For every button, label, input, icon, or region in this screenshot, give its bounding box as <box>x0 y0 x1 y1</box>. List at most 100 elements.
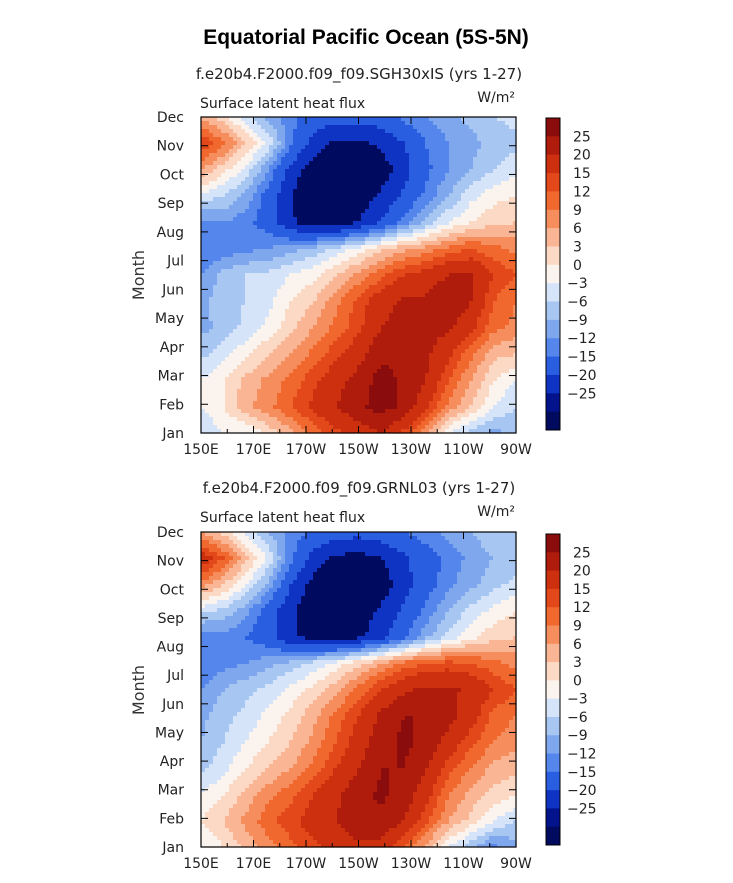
heatmap-cell <box>281 185 286 190</box>
heatmap-cell <box>321 153 326 158</box>
heatmap-cell <box>489 341 494 346</box>
heatmap-cell <box>461 337 466 342</box>
heatmap-cell <box>425 225 430 230</box>
heatmap-cell <box>405 293 410 298</box>
heatmap-cell <box>209 257 214 262</box>
heatmap-cell <box>201 241 206 246</box>
heatmap-cell <box>337 141 342 146</box>
heatmap-cell <box>381 257 386 262</box>
heatmap-cell <box>349 177 354 182</box>
heatmap-cell <box>425 329 430 334</box>
heatmap-cell <box>253 133 258 138</box>
heatmap-cell <box>241 337 246 342</box>
heatmap-cell <box>445 317 450 322</box>
heatmap-cell <box>429 329 434 334</box>
heatmap-cell <box>425 357 430 362</box>
heatmap-cell <box>373 177 378 182</box>
heatmap-cell <box>221 265 226 270</box>
heatmap-cell <box>457 205 462 210</box>
heatmap-cell <box>393 341 398 346</box>
heatmap-cell <box>397 361 402 366</box>
heatmap-cell <box>385 361 390 366</box>
heatmap-cell <box>453 217 458 222</box>
heatmap-cell <box>245 201 250 206</box>
heatmap-cell <box>389 189 394 194</box>
heatmap-cell <box>469 353 474 358</box>
heatmap-cell <box>413 133 418 138</box>
heatmap-cell <box>369 261 374 266</box>
heatmap-cell <box>305 325 310 330</box>
heatmap-cell <box>477 313 482 318</box>
heatmap-cell <box>397 205 402 210</box>
heatmap-cell <box>397 357 402 362</box>
heatmap-cell <box>501 289 506 294</box>
heatmap-cell <box>425 205 430 210</box>
heatmap-cell <box>285 225 290 230</box>
heatmap-cell <box>389 241 394 246</box>
heatmap-cell <box>281 269 286 274</box>
heatmap-cell <box>329 233 334 238</box>
heatmap-cell <box>305 205 310 210</box>
heatmap-cell <box>241 257 246 262</box>
heatmap-cell <box>385 117 390 122</box>
heatmap-cell <box>277 221 282 226</box>
heatmap-cell <box>321 293 326 298</box>
heatmap-cell <box>269 309 274 314</box>
heatmap-cell <box>229 325 234 330</box>
heatmap-cell <box>245 309 250 314</box>
heatmap-cell <box>213 169 218 174</box>
heatmap-cell <box>221 217 226 222</box>
heatmap-cell <box>481 317 486 322</box>
heatmap-cell <box>209 365 214 370</box>
heatmap-cell <box>489 333 494 338</box>
heatmap-cell <box>237 233 242 238</box>
heatmap-cell <box>509 229 514 234</box>
heatmap-cell <box>317 277 322 282</box>
heatmap-cell <box>433 305 438 310</box>
heatmap-cell <box>409 289 414 294</box>
heatmap-cell <box>277 177 282 182</box>
heatmap-cell <box>249 193 254 198</box>
heatmap-cell <box>273 329 278 334</box>
heatmap-cell <box>281 193 286 198</box>
heatmap-cell <box>377 253 382 258</box>
heatmap-cell <box>393 297 398 302</box>
heatmap-cell <box>325 333 330 338</box>
heatmap-cell <box>413 237 418 242</box>
heatmap-cell <box>485 209 490 214</box>
heatmap-cell <box>213 273 218 278</box>
heatmap-cell <box>313 161 318 166</box>
heatmap-cell <box>293 329 298 334</box>
heatmap-cell <box>313 265 318 270</box>
heatmap-cell <box>293 277 298 282</box>
heatmap-cell <box>237 217 242 222</box>
heatmap-cell <box>421 225 426 230</box>
heatmap-cell <box>381 133 386 138</box>
heatmap-cell <box>429 357 434 362</box>
heatmap-cell <box>357 249 362 254</box>
heatmap-cell <box>337 297 342 302</box>
heatmap-cell <box>249 321 254 326</box>
heatmap-cell <box>261 137 266 142</box>
heatmap-cell <box>353 241 358 246</box>
heatmap-cell <box>389 313 394 318</box>
heatmap-cell <box>205 341 210 346</box>
heatmap-cell <box>369 201 374 206</box>
heatmap-cell <box>253 285 258 290</box>
heatmap-cell <box>253 277 258 282</box>
heatmap-cell <box>313 133 318 138</box>
heatmap-cell <box>345 129 350 134</box>
heatmap-cell <box>245 249 250 254</box>
heatmap-cell <box>261 357 266 362</box>
heatmap-cell <box>257 293 262 298</box>
heatmap-cell <box>421 321 426 326</box>
heatmap-cell <box>261 229 266 234</box>
heatmap-cell <box>405 325 410 330</box>
heatmap-cell <box>213 321 218 326</box>
heatmap-cell <box>497 309 502 314</box>
heatmap-cell <box>397 365 402 370</box>
heatmap-cell <box>457 137 462 142</box>
heatmap-cell <box>201 273 206 278</box>
heatmap-cell <box>309 353 314 358</box>
heatmap-cell <box>293 293 298 298</box>
